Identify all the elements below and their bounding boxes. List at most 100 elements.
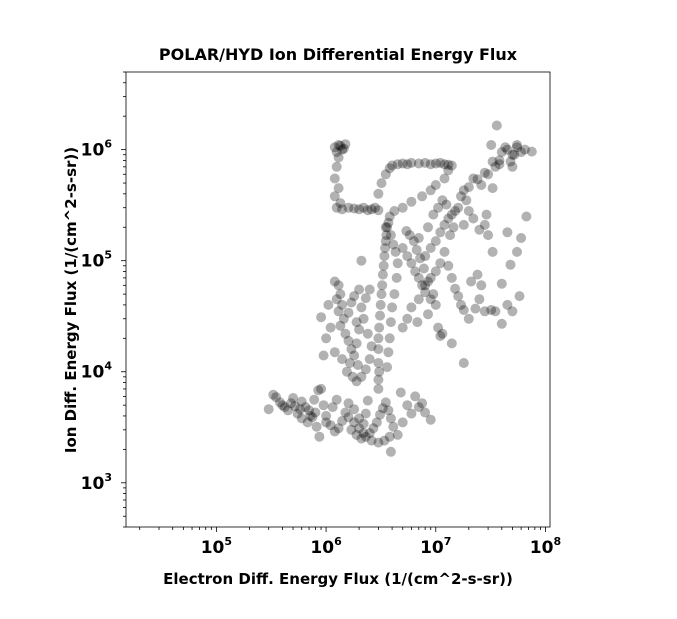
data-point: [516, 147, 527, 158]
data-point: [275, 397, 285, 408]
data-point: [437, 195, 448, 206]
data-point: [526, 146, 537, 157]
data-point: [340, 139, 351, 150]
data-point: [425, 185, 436, 196]
x-tick-label: 107: [420, 535, 451, 558]
data-point: [318, 400, 329, 411]
data-point: [433, 322, 444, 333]
data-point: [502, 144, 513, 155]
data-point: [379, 435, 390, 446]
data-point: [395, 387, 406, 398]
data-point: [387, 160, 398, 171]
data-point: [516, 233, 527, 243]
data-point: [373, 205, 384, 216]
data-point: [420, 407, 431, 418]
data-point: [311, 421, 322, 432]
data-point: [364, 428, 375, 439]
data-point: [321, 333, 332, 344]
data-point: [458, 185, 469, 196]
data-point: [384, 163, 395, 174]
data-point: [397, 158, 408, 169]
data-point: [374, 366, 385, 377]
data-point: [425, 243, 436, 253]
x-axis-ticks: 105 106 107 108: [139, 527, 561, 558]
data-point: [354, 423, 365, 434]
data-point: [380, 236, 391, 247]
data-point: [343, 398, 354, 409]
data-point: [384, 431, 395, 442]
data-point: [461, 195, 472, 206]
data-point: [379, 251, 390, 262]
data-point: [374, 322, 385, 333]
y-axis-label: Ion Diff. Energy Flux (1/(cm^2-s-sr)): [62, 147, 80, 453]
data-point: [415, 253, 426, 264]
data-point: [512, 246, 522, 257]
data-point: [373, 333, 384, 344]
data-point: [313, 385, 324, 396]
data-point: [507, 306, 518, 317]
y-axis-ticks: 103 104 105 106: [81, 71, 126, 528]
data-point: [376, 178, 387, 189]
x-tick-label: 106: [310, 535, 342, 558]
data-point: [474, 224, 485, 235]
data-point: [458, 219, 469, 230]
data-point: [389, 289, 400, 300]
data-point: [406, 157, 417, 168]
data-point: [383, 405, 394, 416]
data-point: [425, 294, 436, 305]
data-point: [468, 173, 479, 184]
data-point: [463, 182, 474, 193]
data-point: [446, 160, 457, 171]
data-point: [402, 251, 413, 262]
data-point: [413, 294, 424, 305]
data-point: [401, 226, 412, 236]
data-point: [507, 161, 518, 172]
data-point: [481, 209, 492, 220]
y-tick-label: 103: [81, 471, 112, 494]
data-point: [346, 297, 357, 308]
data-point: [463, 206, 474, 216]
data-point: [316, 383, 327, 394]
data-point: [443, 165, 454, 176]
data-point: [263, 404, 274, 415]
data-point: [354, 204, 365, 215]
data-point: [428, 289, 439, 300]
y-tick-label: 104: [81, 360, 113, 383]
data-point: [420, 287, 431, 298]
data-point: [509, 149, 520, 160]
data-point: [360, 364, 371, 375]
data-point: [358, 313, 369, 324]
data-point: [491, 120, 502, 131]
data-point: [453, 291, 464, 302]
data-point: [408, 236, 419, 247]
data-point: [331, 147, 342, 158]
data-point: [507, 149, 518, 160]
data-point: [500, 142, 511, 153]
data-point: [331, 394, 342, 405]
data-point: [392, 429, 403, 440]
data-point: [420, 251, 431, 262]
data-point: [358, 418, 369, 429]
data-point: [327, 402, 338, 413]
data-point: [446, 272, 457, 283]
data-point: [470, 303, 481, 314]
data-point: [486, 305, 497, 315]
data-point: [433, 202, 444, 213]
data-point: [391, 272, 402, 283]
data-point: [423, 222, 433, 233]
data-point: [458, 358, 469, 368]
data-point: [425, 272, 436, 283]
data-point: [450, 283, 461, 294]
data-point: [351, 338, 362, 349]
data-point: [483, 169, 494, 180]
data-point: [418, 263, 429, 274]
data-point: [323, 299, 334, 310]
data-point: [406, 302, 417, 313]
data-point: [392, 258, 403, 269]
data-point: [349, 417, 360, 428]
data-point: [443, 260, 454, 271]
data-point: [346, 424, 357, 435]
data-point: [476, 280, 487, 291]
data-point: [354, 413, 365, 424]
data-point: [406, 408, 417, 419]
